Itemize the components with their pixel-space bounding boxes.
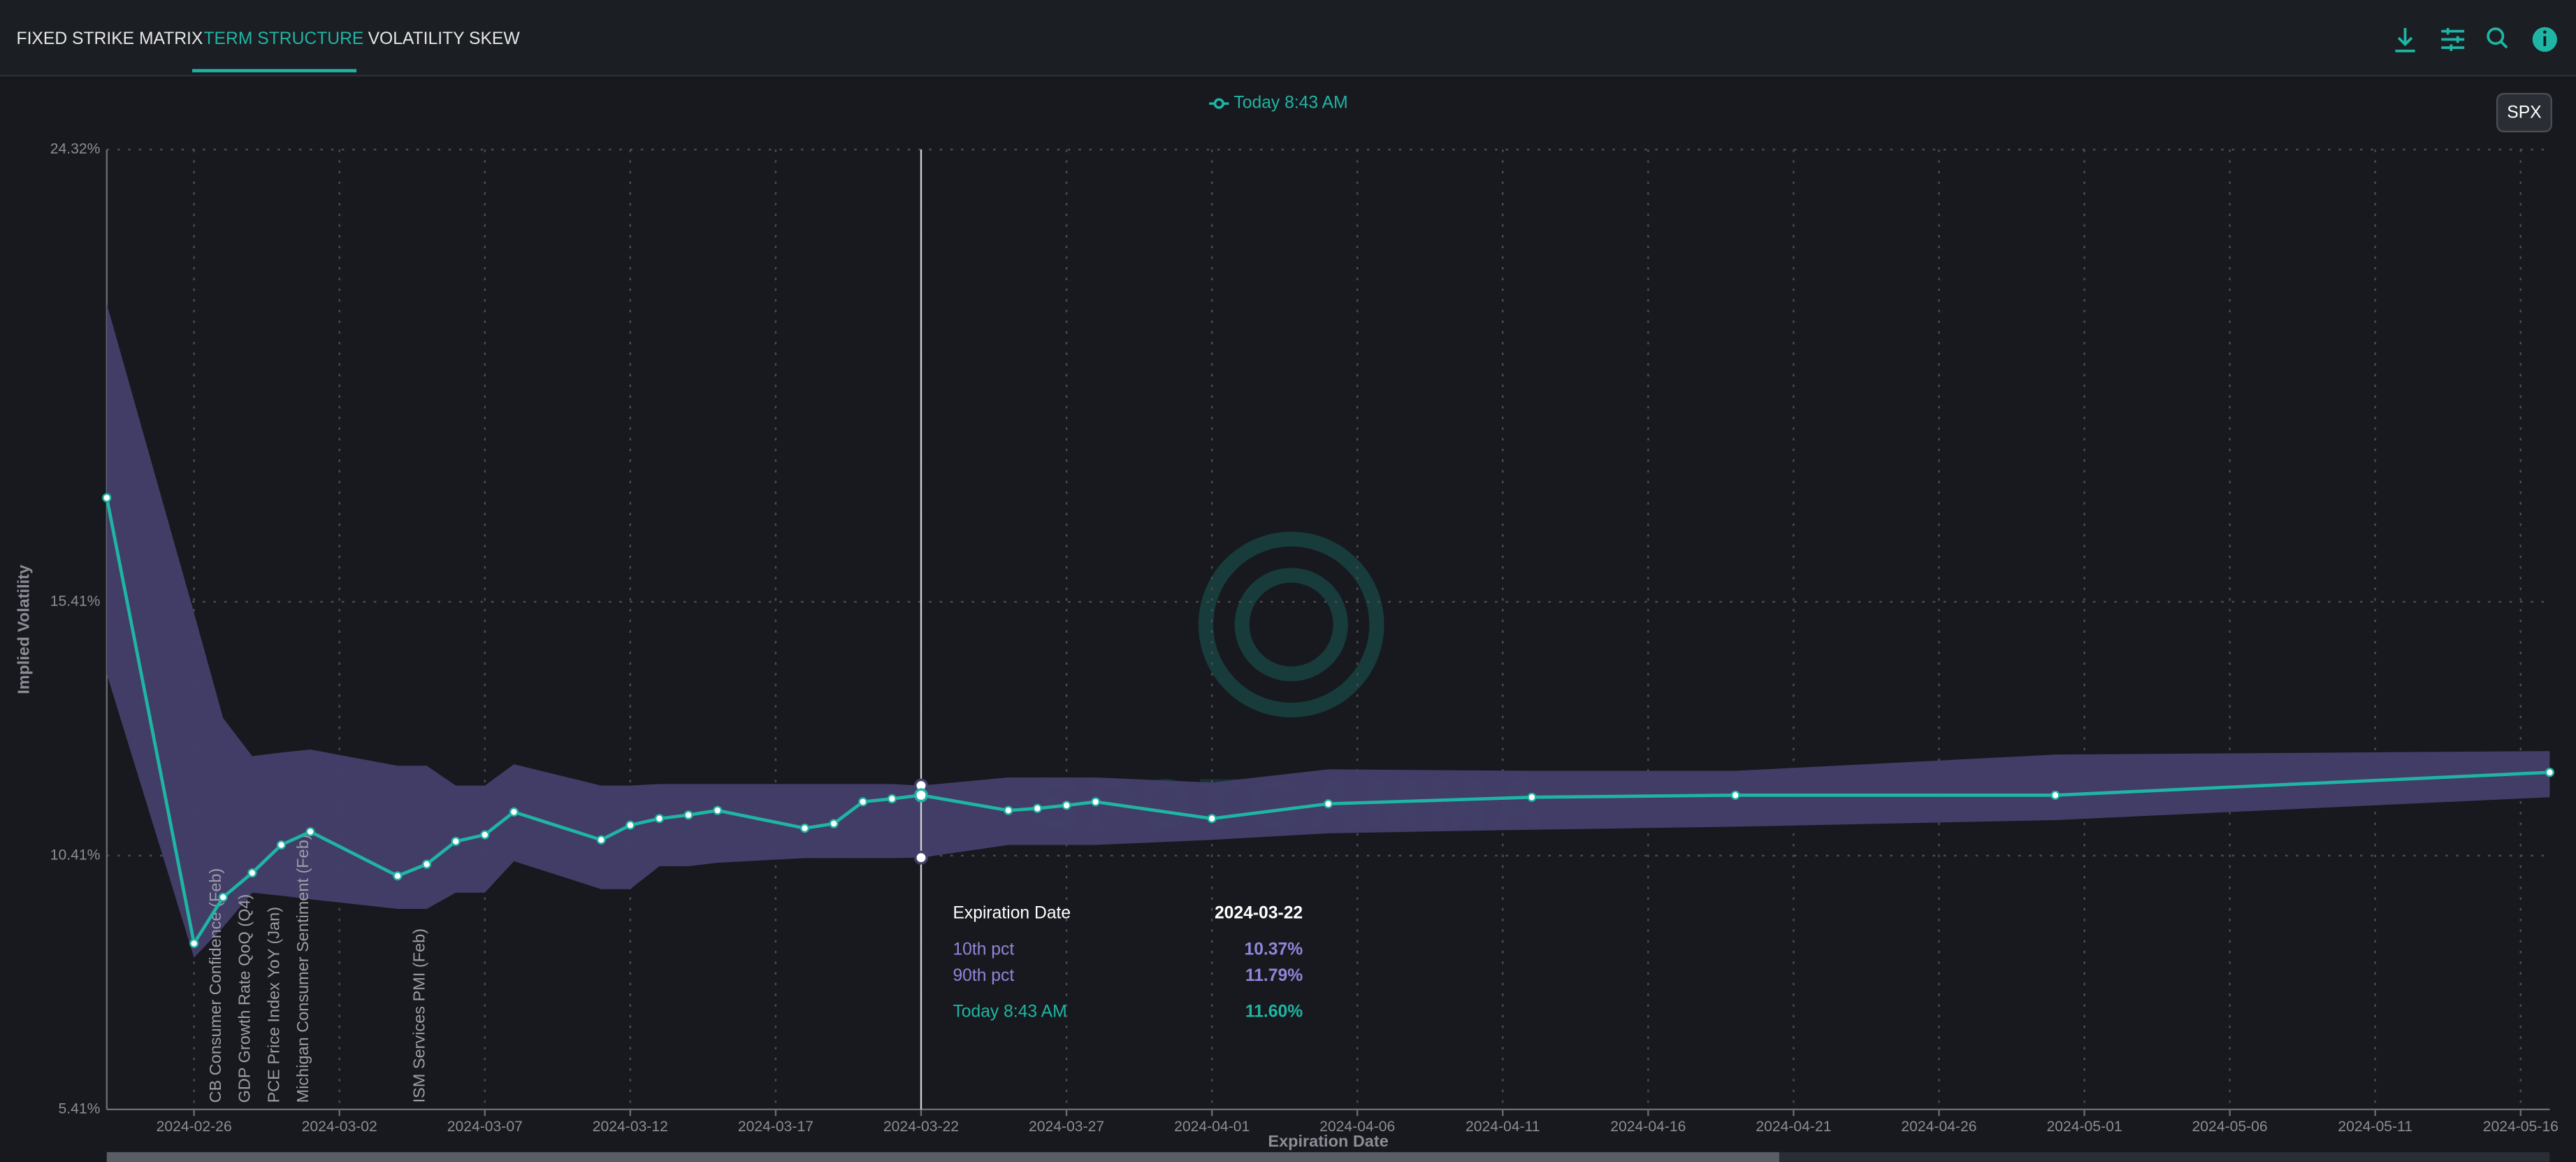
legend-swatch — [1213, 98, 1224, 109]
data-point — [393, 871, 403, 881]
x-tick-label: 2024-03-22 — [883, 1119, 959, 1135]
download-icon[interactable] — [2395, 27, 2415, 52]
data-point — [1091, 797, 1101, 807]
x-tick-label: 2024-04-26 — [1901, 1119, 1976, 1135]
search-icon-handle — [2499, 40, 2508, 49]
x-tick-label: 2024-02-26 — [157, 1119, 232, 1135]
data-point — [1324, 799, 1333, 809]
tooltip-title: Expiration Date — [953, 904, 1071, 923]
data-point — [2545, 768, 2554, 777]
hover-point — [914, 850, 928, 865]
tooltip-row-name: 90th pct — [953, 966, 1014, 985]
tab[interactable]: FIXED STRIKE MATRIX — [17, 29, 203, 48]
data-point — [713, 805, 723, 815]
tab-underline — [192, 69, 357, 73]
data-point — [102, 493, 112, 503]
y-tick-label: 15.41% — [50, 593, 101, 609]
data-point — [887, 794, 897, 804]
data-point — [1004, 805, 1013, 815]
x-tick-label: 2024-05-01 — [2046, 1119, 2122, 1135]
data-point — [189, 938, 199, 948]
header — [0, 0, 2576, 76]
x-tick-label: 2024-04-11 — [1466, 1119, 1540, 1135]
toolbar — [2395, 27, 2508, 52]
hover-point — [914, 788, 928, 803]
x-tick-label: 2024-03-02 — [302, 1119, 377, 1135]
data-point — [829, 819, 839, 829]
event-annotation: PCE Price Index YoY (Jan) — [264, 907, 282, 1103]
x-tick-label: 2024-03-27 — [1029, 1119, 1104, 1135]
data-point — [683, 810, 693, 820]
y-tick-label: 24.32% — [50, 141, 101, 157]
data-point — [305, 827, 315, 837]
x-tick-label: 2024-04-06 — [1319, 1119, 1395, 1135]
x-tick-label: 2024-04-21 — [1756, 1119, 1831, 1135]
event-annotation: ISM Services PMI (Feb) — [410, 928, 428, 1103]
data-point — [451, 836, 461, 847]
y-axis-title: Implied Volatility — [14, 565, 32, 694]
tooltip-row-name: Today 8:43 AM — [953, 1003, 1066, 1021]
data-point — [1730, 790, 1740, 800]
data-point — [799, 823, 810, 833]
x-tick-label: 2024-03-17 — [738, 1119, 813, 1135]
data-point — [625, 820, 635, 830]
y-tick-label: 10.41% — [50, 847, 101, 863]
tooltip-row-value: 10.37% — [1244, 940, 1303, 959]
tab-active[interactable]: TERM STRUCTURE — [203, 29, 363, 48]
data-point — [421, 859, 432, 869]
watermark-logo — [1198, 531, 1384, 718]
y-tick-label: 5.41% — [58, 1100, 100, 1117]
settings-icon[interactable] — [2441, 27, 2465, 51]
x-axis-title: Expiration Date — [1268, 1132, 1388, 1150]
info-glyph — [2543, 36, 2547, 46]
tooltip-row-name: 10th pct — [953, 940, 1014, 959]
search-icon[interactable] — [2487, 27, 2505, 45]
scrollbar-thumb[interactable] — [106, 1152, 1779, 1162]
data-point — [1032, 803, 1043, 813]
x-tick-label: 2024-05-11 — [2338, 1119, 2412, 1135]
info-glyph — [2542, 30, 2547, 34]
data-point — [509, 807, 519, 817]
x-tick-label: 2024-05-06 — [2192, 1119, 2268, 1135]
legend-label: Today 8:43 AM — [1233, 94, 1347, 113]
tooltip-row-value: 11.60% — [1245, 1003, 1303, 1021]
x-tick-label: 2024-03-07 — [447, 1119, 523, 1135]
event-annotation: Michigan Consumer Sentiment (Feb) — [294, 834, 312, 1103]
data-point — [858, 797, 868, 807]
symbol-label: SPX — [2507, 103, 2541, 122]
event-annotation: GDP Growth Rate QoQ (Q4) — [236, 894, 254, 1103]
data-point — [480, 830, 490, 840]
data-point — [2050, 790, 2060, 800]
data-point — [1062, 801, 1071, 810]
tooltip-row-value: 11.79% — [1245, 966, 1303, 985]
tooltip-date: 2024-03-22 — [1215, 904, 1303, 923]
x-tick-label: 2024-05-16 — [2483, 1119, 2559, 1135]
data-point — [1527, 792, 1537, 802]
data-point — [1207, 814, 1217, 824]
x-tick-label: 2024-03-12 — [593, 1119, 668, 1135]
data-point — [247, 868, 257, 878]
event-annotation: CB Consumer Confidence (Feb) — [206, 868, 224, 1103]
data-point — [654, 814, 665, 824]
data-point — [596, 835, 606, 845]
x-tick-label: 2024-04-16 — [1610, 1119, 1686, 1135]
symbol-button[interactable] — [2496, 92, 2552, 133]
x-tick-label: 2024-04-01 — [1174, 1119, 1250, 1135]
data-point — [276, 840, 287, 850]
data-point — [218, 892, 228, 902]
tab[interactable]: VOLATILITY SKEW — [368, 29, 521, 48]
